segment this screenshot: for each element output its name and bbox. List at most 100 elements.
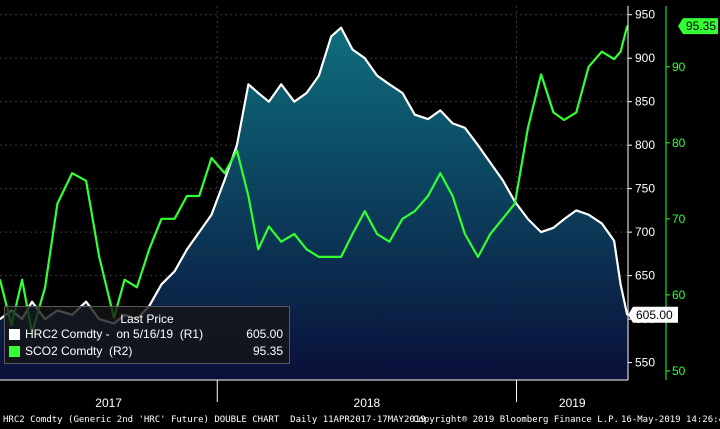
data-point-1-37 xyxy=(451,195,454,197)
area-fill xyxy=(0,27,628,380)
data-point-1-30 xyxy=(364,210,366,212)
data-point-1-49 xyxy=(601,50,603,53)
data-point-1-28 xyxy=(340,256,342,258)
data-point-0-31 xyxy=(376,74,378,77)
tick-label-left-700: 700 xyxy=(635,225,655,239)
tick-label-left-950: 950 xyxy=(635,8,655,22)
data-point-1-40 xyxy=(489,233,492,235)
data-point-0-29 xyxy=(351,48,354,51)
footer-description: HRC2 Comdty (Generic 2nd 'HRC' Future) D… xyxy=(3,415,426,425)
data-point-1-14 xyxy=(173,218,176,220)
tick-label-left-900: 900 xyxy=(635,51,655,65)
data-point-1-32 xyxy=(388,240,391,243)
data-point-0-13 xyxy=(160,283,163,286)
data-point-0-7 xyxy=(85,300,87,303)
tick-label-right-80: 80 xyxy=(672,136,686,150)
data-point-0-33 xyxy=(401,92,404,94)
data-point-1-39 xyxy=(477,256,479,258)
data-point-0-44 xyxy=(540,231,542,233)
data-point-1-47 xyxy=(575,111,578,114)
last-value-labels: 95.35 605.00 xyxy=(628,18,718,323)
data-point-1-41 xyxy=(501,218,504,220)
data-point-1-27 xyxy=(330,256,333,258)
year-label-2019: 2019 xyxy=(559,396,586,410)
data-point-1-33 xyxy=(401,218,404,220)
data-point-0-22 xyxy=(268,100,270,103)
data-point-0-14 xyxy=(173,270,176,273)
data-point-1-23 xyxy=(280,240,283,243)
data-point-0-23 xyxy=(280,83,283,86)
legend-title: Last Price xyxy=(120,312,174,326)
data-point-0-18 xyxy=(223,179,226,181)
data-point-0-30 xyxy=(364,57,366,59)
legend-swatch-hrc xyxy=(9,329,20,340)
legend-name-hrc: HRC2 Comdty - on 5/16/19 (R1) xyxy=(25,327,204,341)
tick-label-left-650: 650 xyxy=(635,269,655,283)
data-point-0-50 xyxy=(613,240,615,242)
data-point-1-8 xyxy=(98,256,100,258)
year-label-2017: 2017 xyxy=(95,396,122,410)
data-point-0-15 xyxy=(186,248,188,251)
data-point-1-51 xyxy=(619,50,622,53)
data-point-1-11 xyxy=(136,286,138,289)
footer-copyright: Copyright® 2019 Bloomberg Finance L.P. xyxy=(413,415,619,425)
data-point-0-27 xyxy=(330,35,333,38)
data-point-0-3 xyxy=(31,300,33,303)
data-point-1-34 xyxy=(414,210,416,212)
data-point-0-37 xyxy=(451,122,454,125)
data-point-0-32 xyxy=(388,83,391,86)
data-point-0-21 xyxy=(257,92,260,94)
data-point-1-2 xyxy=(21,278,23,281)
data-point-0-16 xyxy=(198,231,200,233)
data-point-0-35 xyxy=(427,118,429,120)
legend-value-sco: 95.35 xyxy=(252,344,283,358)
data-point-1-45 xyxy=(552,111,555,114)
data-point-0-43 xyxy=(527,218,529,220)
tick-label-right-60: 60 xyxy=(672,288,686,302)
data-point-0-28 xyxy=(340,26,342,29)
data-point-0-41 xyxy=(501,179,504,181)
data-point-1-48 xyxy=(587,66,590,68)
data-point-0-48 xyxy=(587,213,590,216)
last-value-tag-0 xyxy=(678,18,718,35)
data-point-1-22 xyxy=(268,225,270,228)
data-point-1-31 xyxy=(376,233,378,235)
data-point-1-12 xyxy=(148,248,150,251)
data-point-1-21 xyxy=(257,248,260,251)
data-point-1-13 xyxy=(160,218,163,220)
data-point-0-0 xyxy=(0,318,1,320)
data-point-0-46 xyxy=(563,218,565,220)
data-point-1-43 xyxy=(527,126,529,129)
data-point-1-42 xyxy=(514,202,516,205)
data-point-1-5 xyxy=(56,202,59,205)
data-point-0-39 xyxy=(477,144,479,146)
data-point-1-17 xyxy=(210,157,213,159)
legend-name-sco: SCO2 Comdty (R2) xyxy=(25,344,133,358)
legend-value-hrc: 605.00 xyxy=(246,327,283,341)
tick-label-left-800: 800 xyxy=(635,138,655,152)
data-point-1-50 xyxy=(613,58,615,60)
data-point-0-17 xyxy=(210,213,213,216)
data-point-1-25 xyxy=(305,248,308,251)
data-point-0-40 xyxy=(489,161,492,164)
data-point-0-38 xyxy=(464,127,466,129)
legend-row-hrc: HRC2 Comdty - on 5/16/19 (R1) 605.00 xyxy=(9,327,283,342)
last-value-text-1: 605.00 xyxy=(636,308,673,322)
footer-timestamp: 16-May-2019 14:26:47 xyxy=(621,415,720,425)
last-value-text-0: 95.35 xyxy=(686,19,716,33)
data-point-0-36 xyxy=(439,109,442,112)
chart-footer: HRC2 Comdty (Generic 2nd 'HRC' Future) D… xyxy=(0,411,720,429)
data-point-1-4 xyxy=(44,286,46,289)
data-point-1-29 xyxy=(351,233,354,235)
data-point-0-47 xyxy=(575,209,578,212)
data-point-0-34 xyxy=(414,113,416,116)
data-point-1-19 xyxy=(236,149,238,152)
data-point-0-51 xyxy=(619,283,622,286)
legend-row-sco: SCO2 Comdty (R2) 95.35 xyxy=(9,344,283,359)
tick-label-right-50: 50 xyxy=(672,364,686,378)
data-point-1-7 xyxy=(85,180,87,182)
data-point-0-24 xyxy=(293,100,296,103)
data-point-1-24 xyxy=(293,233,296,235)
tick-label-left-850: 850 xyxy=(635,95,655,109)
